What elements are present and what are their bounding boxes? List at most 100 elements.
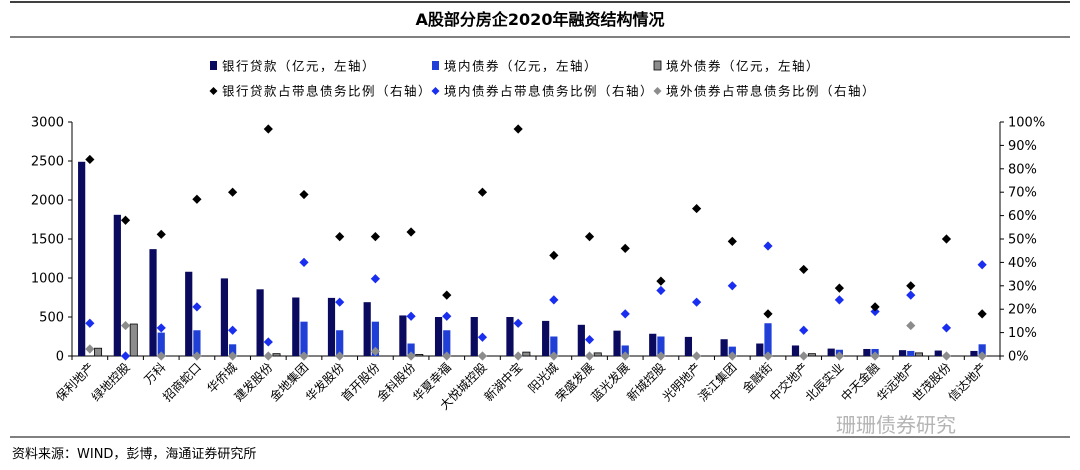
domestic-bond-ratio-point — [156, 323, 166, 333]
bank-loan-ratio-point — [584, 232, 595, 242]
legend-domestic-bond-ratio-swatch — [431, 87, 440, 95]
bank-loan-ratio-point — [85, 154, 95, 165]
legend-overseas-bond-swatch — [653, 60, 662, 71]
bars — [78, 161, 986, 357]
legend-overseas-bond-ratio-label: 境外债券占带息债务比例（右轴） — [666, 84, 876, 99]
bank-loan-bar — [220, 278, 229, 356]
category-label: 华发股份 — [302, 360, 347, 405]
right-tick-label: 50% — [1008, 233, 1037, 248]
left-tick-label: 2000 — [31, 194, 64, 209]
domestic-bond-ratio-point — [263, 337, 273, 347]
bank-loan-ratio-point — [477, 187, 488, 197]
domestic-bond-ratio-point — [85, 318, 95, 328]
bank-loan-ratio-point — [906, 281, 916, 291]
overseas-bond-bar — [415, 354, 424, 357]
domestic-bond-ratio-point — [513, 318, 523, 328]
overseas-bond-ratio-point — [692, 351, 702, 361]
domestic-bond-bar — [550, 336, 558, 356]
domestic-bond-ratio-point — [977, 260, 987, 270]
overseas-bond-ratio-point — [477, 351, 488, 361]
legend-domestic-bond-label: 境内债券（亿元，左轴） — [444, 59, 598, 74]
category-label: 招商蛇口 — [159, 360, 204, 405]
domestic-bond-ratio-point — [906, 290, 916, 300]
bank-loan-ratio-point — [228, 187, 238, 197]
overseas-bond-ratio-point — [906, 320, 916, 331]
bank-loan-bar — [863, 348, 871, 356]
domestic-bond-ratio-point — [442, 311, 452, 321]
bank-loan-bar — [292, 297, 300, 356]
domestic-bond-ratio-point — [941, 323, 952, 333]
overseas-bond-ratio-point — [727, 351, 737, 361]
legend-bank-loan-ratio: 银行贷款占带息债务比例（右轴） — [209, 84, 431, 99]
overseas-bond-ratio-point — [549, 351, 559, 361]
overseas-bond-ratio-point — [442, 351, 452, 361]
bank-loan-bar — [756, 343, 764, 356]
category-label: 滨江集团 — [695, 360, 740, 405]
legend-bank-loan-swatch — [210, 61, 217, 70]
overseas-bond-ratio-point — [870, 351, 880, 361]
legend-domestic-bond-ratio: 境内债券占带息债务比例（右轴） — [431, 84, 653, 99]
right-tick-label: 90% — [1008, 139, 1037, 154]
overseas-bond-ratio-point — [834, 351, 844, 361]
domestic-bond-ratio-point — [763, 241, 773, 251]
domestic-bond-bar — [229, 344, 237, 356]
category-label: 荣盛发展 — [552, 360, 597, 405]
bank-loan-bar — [149, 249, 157, 356]
bank-loan-ratio-point — [156, 229, 166, 239]
bank-loan-ratio-point — [442, 290, 452, 300]
category-label: 中交地产 — [766, 360, 811, 405]
overseas-bond-ratio-point — [763, 351, 773, 361]
overseas-bond-ratio-point — [977, 351, 987, 361]
bank-loan-bar — [613, 330, 621, 356]
overseas-bond-bar — [807, 353, 816, 357]
domestic-bond-bar — [193, 330, 201, 356]
bank-loan-ratio-point — [727, 236, 737, 246]
category-label: 世茂股份 — [910, 360, 954, 404]
bank-loan-ratio-point — [549, 250, 559, 260]
overseas-bond-ratio-point — [299, 351, 309, 361]
right-tick-label: 100% — [1008, 116, 1045, 131]
left-tick-label: 500 — [39, 311, 64, 326]
domestic-bond-ratio-point — [727, 281, 737, 291]
legend-domestic-bond-swatch — [432, 61, 439, 70]
domestic-bond-ratio-point — [192, 302, 202, 312]
domestic-bond-ratio-point — [870, 306, 880, 317]
overseas-bond-bar — [94, 347, 103, 357]
right-tick-label: 60% — [1008, 209, 1037, 224]
left-tick-label: 1500 — [31, 233, 64, 248]
bank-loan-bar — [113, 214, 121, 356]
overseas-bond-ratio-point — [370, 346, 380, 356]
domestic-bond-bar — [728, 346, 736, 356]
overseas-bond-ratio-point — [228, 351, 238, 361]
domestic-bond-ratio-point — [120, 351, 131, 361]
bank-loan-bar — [434, 317, 443, 356]
domestic-bond-ratio-point — [692, 297, 702, 307]
bank-loan-bar — [684, 336, 693, 356]
domestic-bond-ratio-point — [584, 335, 595, 345]
bank-loan-ratio-point — [799, 264, 809, 275]
legend-bank-loan-label: 银行贷款（亿元，左轴） — [222, 59, 376, 74]
overseas-bond-ratio-point — [656, 351, 666, 361]
overseas-bond-ratio-point — [263, 351, 273, 361]
category-label: 万科 — [141, 360, 168, 387]
bank-loan-ratio-point — [763, 309, 773, 319]
overseas-bond-bar — [593, 352, 602, 357]
right-tick-label: 20% — [1008, 303, 1037, 318]
domestic-bond-bar — [621, 345, 629, 356]
bank-loan-ratio-point — [370, 232, 380, 242]
domestic-bond-ratio-point — [799, 325, 809, 335]
bank-loan-ratio-point — [620, 243, 630, 253]
overseas-bond-ratio-point — [85, 344, 95, 354]
bank-loan-ratio-point — [406, 227, 416, 237]
bank-loan-ratio-point — [192, 194, 202, 204]
bank-loan-bar — [470, 317, 478, 356]
legend-overseas-bond: 境外债券（亿元，左轴） — [653, 59, 819, 74]
overseas-bond-bar — [272, 353, 281, 357]
right-tick-label: 40% — [1008, 256, 1037, 271]
source-note: 资料来源：WIND，彭博，海通证券研究所 — [12, 446, 256, 462]
domestic-bond-bar — [300, 321, 308, 356]
bank-loan-bar — [827, 348, 835, 356]
domestic-bond-bar — [978, 344, 986, 356]
